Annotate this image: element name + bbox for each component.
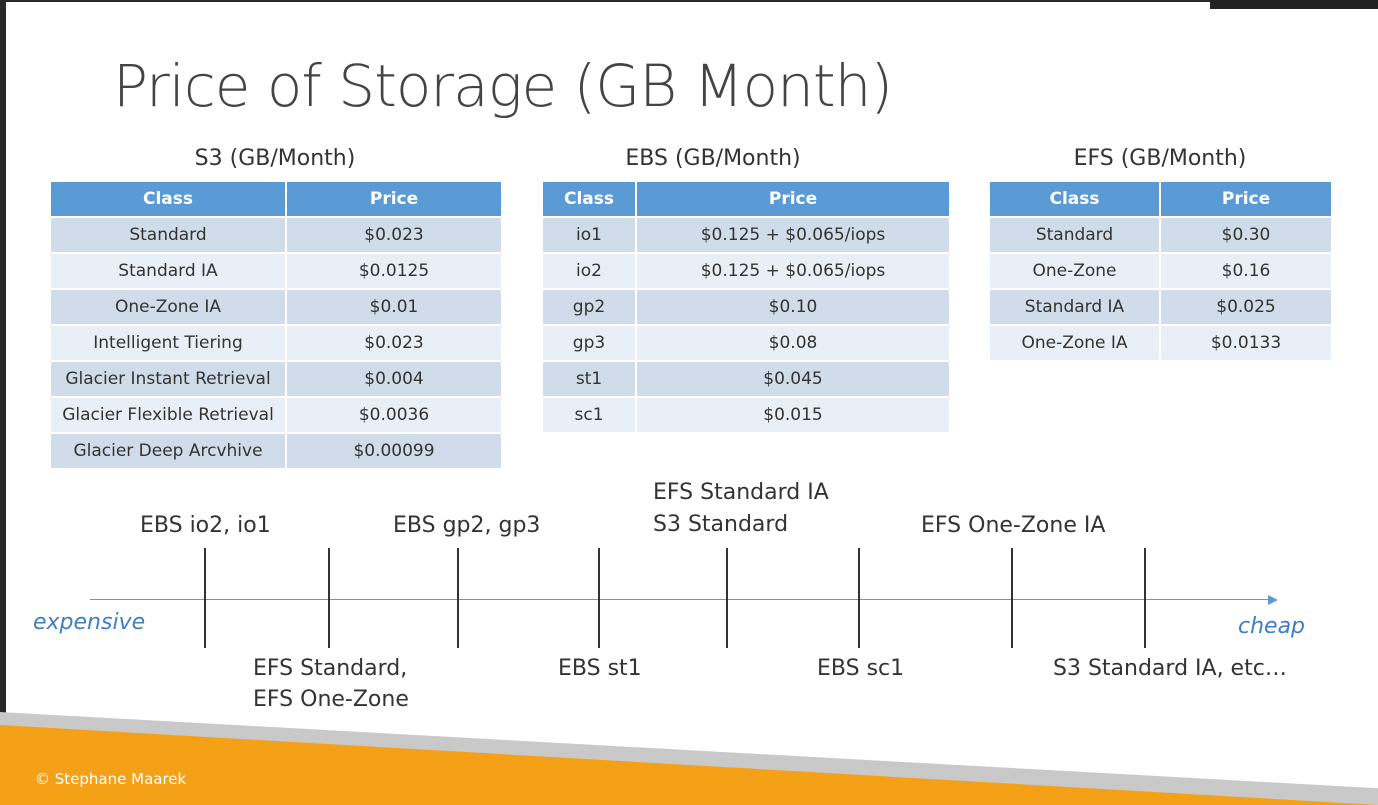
column-header: Price [285, 180, 503, 218]
timeline-label-efs-standard-ia-line1: EFS Standard IA [653, 480, 829, 505]
class-cell: Standard IA [49, 252, 287, 290]
timeline-tick [726, 548, 728, 648]
table-row: One-Zone IA $0.01 [49, 288, 503, 326]
price-cell: $0.08 [635, 324, 951, 362]
column-header: Price [635, 180, 951, 218]
table-row: st1 $0.045 [541, 360, 951, 398]
efs-table-heading: EFS (GB/Month) [1073, 146, 1247, 171]
table-row: Intelligent Tiering $0.023 [49, 324, 503, 362]
class-cell: Intelligent Tiering [49, 324, 287, 362]
timeline-label-efs-one-zone-ia: EFS One-Zone IA [921, 513, 1106, 538]
table-row: One-Zone $0.16 [988, 252, 1333, 290]
timeline-tick [1144, 548, 1146, 648]
price-cell: $0.023 [285, 324, 503, 362]
table-header-row: Class Price [541, 180, 951, 218]
table-row: io1 $0.125 + $0.065/iops [541, 216, 951, 254]
timeline-tick [598, 548, 600, 648]
slide-left-border [0, 0, 6, 805]
timeline-tick [858, 548, 860, 648]
timeline-label-efs-standard-line1: EFS Standard, [253, 656, 408, 681]
price-cell: $0.023 [285, 216, 503, 254]
footer-orange-band [0, 725, 1378, 805]
price-cell: $0.004 [285, 360, 503, 398]
slide-title: Price of Storage (GB Month) [113, 52, 893, 120]
price-cell: $0.045 [635, 360, 951, 398]
class-cell: gp3 [541, 324, 637, 362]
timeline-label-ebs-st1: EBS st1 [558, 656, 642, 681]
table-row: Glacier Deep Arcvhive $0.00099 [49, 432, 503, 470]
expensive-label: expensive [33, 610, 146, 635]
table-row: Glacier Flexible Retrieval $0.0036 [49, 396, 503, 434]
table-header-row: Class Price [49, 180, 503, 218]
table-row: sc1 $0.015 [541, 396, 951, 434]
timeline-label-ebs-gp: EBS gp2, gp3 [393, 513, 541, 538]
price-cell: $0.125 + $0.065/iops [635, 252, 951, 290]
ebs-table-heading: EBS (GB/Month) [625, 146, 801, 171]
ebs-price-table: Class Price io1 $0.125 + $0.065/iops io2 $0.… [541, 180, 951, 434]
class-cell: One-Zone IA [49, 288, 287, 326]
s3-price-table: Class Price Standard $0.023 Standard IA $0.0… [49, 180, 503, 470]
table-row: Standard IA $0.025 [988, 288, 1333, 326]
class-cell: io2 [541, 252, 637, 290]
class-cell: Standard [49, 216, 287, 254]
class-cell: st1 [541, 360, 637, 398]
price-cell: $0.025 [1159, 288, 1333, 326]
table-row: io2 $0.125 + $0.065/iops [541, 252, 951, 290]
table-row: Standard IA $0.0125 [49, 252, 503, 290]
timeline-label-ebs-sc1: EBS sc1 [817, 656, 905, 681]
column-header: Class [49, 180, 287, 218]
copyright-text: © Stephane Maarek [35, 770, 187, 788]
timeline-tick [204, 548, 206, 648]
class-cell: io1 [541, 216, 637, 254]
price-cell: $0.10 [635, 288, 951, 326]
table-row: One-Zone IA $0.0133 [988, 324, 1333, 362]
timeline-label-efs-standard-ia-line2: S3 Standard [653, 512, 789, 537]
price-cell: $0.125 + $0.065/iops [635, 216, 951, 254]
timeline-tick [328, 548, 330, 648]
column-header: Class [988, 180, 1161, 218]
s3-table-heading: S3 (GB/Month) [194, 146, 356, 171]
price-cell: $0.01 [285, 288, 503, 326]
class-cell: sc1 [541, 396, 637, 434]
efs-price-table: Class Price Standard $0.30 One-Zone $0.16 Sta… [988, 180, 1333, 362]
price-cell: $0.0125 [285, 252, 503, 290]
class-cell: gp2 [541, 288, 637, 326]
class-cell: Glacier Deep Arcvhive [49, 432, 287, 470]
price-cell: $0.00099 [285, 432, 503, 470]
table-row: Standard $0.30 [988, 216, 1333, 254]
table-row: Standard $0.023 [49, 216, 503, 254]
timeline-tick [457, 548, 459, 648]
class-cell: Glacier Flexible Retrieval [49, 396, 287, 434]
column-header: Price [1159, 180, 1333, 218]
cheap-label: cheap [1238, 614, 1306, 639]
timeline-tick [1011, 548, 1013, 648]
timeline-label-efs-standard-line2: EFS One-Zone [253, 687, 409, 712]
table-row: gp2 $0.10 [541, 288, 951, 326]
timeline-label-s3-standard-ia: S3 Standard IA, etc… [1053, 656, 1287, 681]
price-cell: $0.0036 [285, 396, 503, 434]
price-cell: $0.0133 [1159, 324, 1333, 362]
price-cell: $0.015 [635, 396, 951, 434]
class-cell: Standard IA [988, 288, 1161, 326]
class-cell: Standard [988, 216, 1161, 254]
class-cell: One-Zone [988, 252, 1161, 290]
class-cell: One-Zone IA [988, 324, 1161, 362]
table-header-row: Class Price [988, 180, 1333, 218]
price-cell: $0.16 [1159, 252, 1333, 290]
column-header: Class [541, 180, 637, 218]
cost-axis-line [90, 599, 1270, 600]
class-cell: Glacier Instant Retrieval [49, 360, 287, 398]
top-right-bar [1210, 0, 1378, 9]
cost-axis-arrowhead [1268, 595, 1278, 605]
price-cell: $0.30 [1159, 216, 1333, 254]
table-row: gp3 $0.08 [541, 324, 951, 362]
timeline-label-ebs-io: EBS io2, io1 [140, 513, 271, 538]
slide-top-border [0, 0, 1378, 2]
table-row: Glacier Instant Retrieval $0.004 [49, 360, 503, 398]
